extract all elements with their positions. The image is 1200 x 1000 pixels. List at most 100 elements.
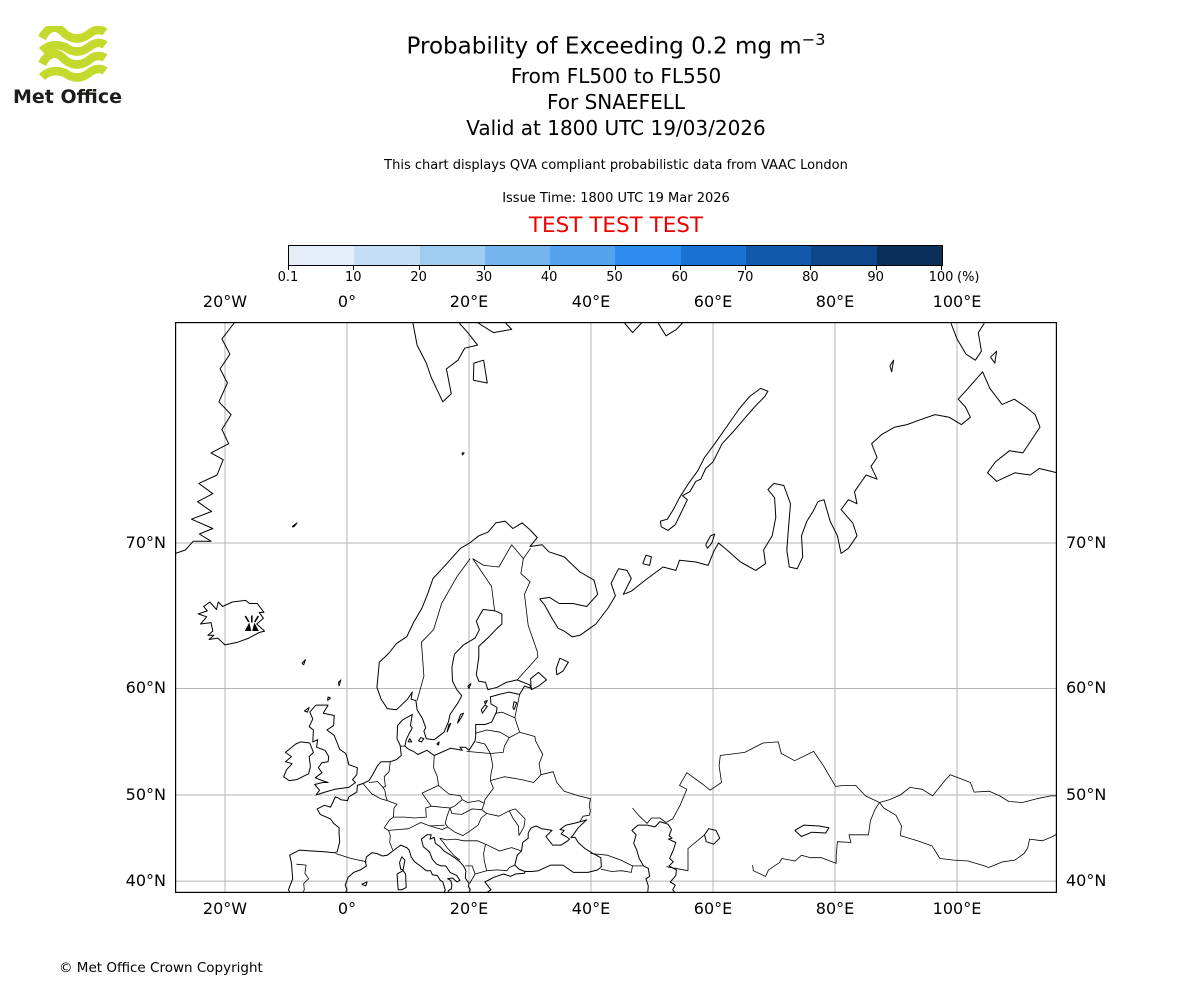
coastline-path (461, 452, 465, 456)
lat-label-right: 60°N (1066, 678, 1107, 698)
lat-label-right: 50°N (1066, 784, 1107, 804)
country-border-path (449, 803, 485, 815)
colorbar-segment (484, 246, 551, 265)
country-border-path (438, 785, 463, 809)
country-border-path (439, 837, 464, 842)
country-border-path (590, 853, 643, 867)
lon-label-top: 0° (337, 292, 357, 311)
colorbar-tick (614, 265, 616, 270)
country-border-path (472, 558, 495, 611)
coastline-path (480, 704, 488, 714)
colorbar-tick-label: 20 (410, 270, 427, 285)
coastline-path (304, 707, 310, 713)
country-border-path (444, 807, 451, 828)
colorbar-tick-label: 0.1 (277, 270, 299, 285)
country-border-path (472, 544, 539, 681)
colorbar-tick (288, 265, 289, 270)
coastline-path (624, 322, 642, 334)
country-border-path (433, 755, 439, 786)
colorbar-segment (550, 246, 616, 265)
coastline-path (327, 696, 331, 701)
lon-label-bottom: 80°E (815, 899, 855, 918)
colorbar-tick (418, 265, 420, 270)
map-border (175, 322, 1057, 893)
chart-subtitle-valid-time: Valid at 1800 UTC 19/03/2026 (466, 116, 766, 140)
country-border-path (296, 863, 309, 893)
lon-label-bottom: 0° (337, 899, 357, 918)
colorbar-tick-label: 100 (928, 270, 954, 285)
country-border-path (439, 837, 461, 861)
colorbar-segment (811, 246, 877, 265)
country-border-path (388, 830, 394, 851)
country-border-path (382, 761, 391, 788)
coastline-path (287, 371, 1057, 893)
coastline-path (291, 522, 298, 528)
probability-colorbar (288, 245, 943, 266)
coastline-path (361, 881, 368, 887)
coastline-path (283, 741, 314, 782)
lon-label-top: 60°E (693, 292, 733, 311)
country-border-path (421, 785, 439, 807)
coastline-path (418, 737, 425, 743)
chart-title-exponent: −3 (801, 30, 826, 49)
country-border-path (490, 737, 510, 754)
country-border-path (462, 799, 485, 804)
country-border-path (431, 805, 451, 809)
colorbar-segment (419, 246, 485, 265)
coastline-path (399, 856, 406, 871)
country-border-path (476, 741, 491, 754)
country-border-path (490, 753, 494, 781)
lon-label-bottom: 60°E (693, 899, 733, 918)
volcano-marker-part (244, 615, 259, 623)
country-border-path (429, 825, 448, 830)
chart-title: Probability of Exceeding 0.2 mg m−3 (175, 30, 1057, 60)
country-border-path (368, 781, 384, 788)
country-border-path (508, 810, 520, 836)
country-border-path (632, 741, 880, 824)
colorbar-segment (289, 246, 355, 265)
lon-label-bottom: 20°W (202, 899, 248, 918)
colorbar-tick (875, 265, 877, 270)
coastline-path (484, 819, 602, 893)
colorbar-tick-label: 90 (867, 270, 884, 285)
country-border-path (475, 729, 510, 738)
lon-label-top: 20°E (449, 292, 489, 311)
colorbar-tick (483, 265, 485, 270)
lon-label-top: 20°W (202, 292, 248, 311)
chart-subtitle-flight-levels: From FL500 to FL550 (510, 64, 722, 88)
coastline-path (301, 659, 306, 666)
country-border-path (879, 802, 1057, 868)
country-border-path (490, 774, 542, 783)
colorbar-tick-label: 70 (736, 270, 754, 285)
country-border-path (496, 711, 515, 719)
coastline-path (660, 387, 769, 531)
country-border-path (666, 834, 705, 872)
coastline-path (794, 824, 830, 837)
colorbar-tick-label: 30 (475, 270, 493, 285)
colorbar-segment (876, 246, 942, 265)
coastline-path (456, 712, 464, 724)
lat-label-right: 70°N (1066, 532, 1107, 552)
country-border-path (466, 751, 491, 754)
country-border-path (540, 771, 591, 822)
coastline-path (407, 738, 413, 743)
country-border-path (522, 548, 531, 559)
country-border-path (486, 808, 526, 836)
coastline-path (308, 704, 358, 796)
colorbar-tick (679, 265, 681, 270)
volcano-marker-part (252, 622, 259, 631)
coastline-path (642, 554, 652, 566)
country-border-path (388, 822, 445, 831)
colorbar-segment (615, 246, 681, 265)
logo-wave-stripe (38, 64, 108, 82)
logo-waves-graphic (38, 26, 108, 82)
country-border-path (485, 843, 522, 852)
country-border-path (393, 805, 432, 819)
lon-label-bottom: 40°E (571, 899, 611, 918)
country-border-path (383, 816, 394, 831)
coastline-path (530, 671, 547, 691)
coastline-path (436, 741, 440, 746)
country-border-path (470, 813, 487, 831)
country-border-path (514, 694, 520, 718)
coastline-path (420, 834, 471, 893)
